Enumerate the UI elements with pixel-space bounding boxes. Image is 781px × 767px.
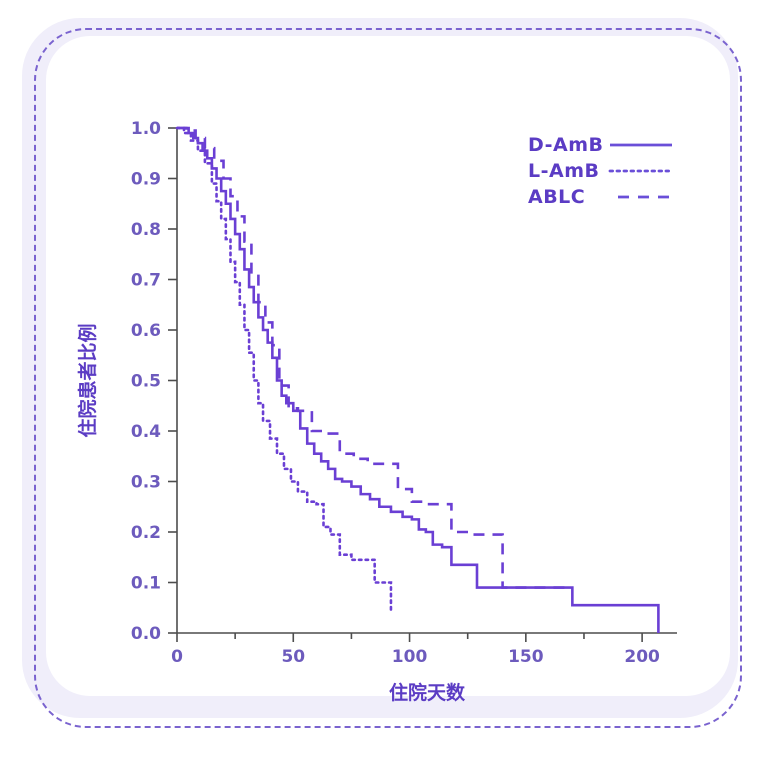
y-axis-title: 住院患者比例 [76, 323, 99, 437]
axes-group [176, 128, 677, 634]
y-tick-label: 0.8 [131, 220, 161, 240]
series-curve-ablc [177, 126, 573, 589]
legend-label-l-amb: L-AmB [528, 160, 599, 182]
series-curves-group [175, 126, 660, 633]
chart-legend: D-AmB L-AmB ABLC [528, 134, 674, 208]
y-tick-label: 0.0 [131, 624, 161, 644]
y-tick-label: 0.6 [131, 321, 161, 341]
x-tick-label: 150 [508, 647, 544, 667]
y-tick-label: 0.7 [131, 271, 161, 291]
x-tick-label: 100 [392, 647, 428, 667]
series-curve-l-amb [175, 126, 393, 612]
y-axis-ticks: 0.0 0.1 0.2 0.3 0.4 0.5 0.6 0.7 0.8 0.9 1.0 [131, 119, 177, 644]
x-axis-ticks: 0 50 100 150 200 [171, 633, 660, 667]
y-tick-label: 1.0 [131, 119, 161, 139]
x-tick-label: 0 [171, 647, 183, 667]
y-tick-label: 0.9 [131, 170, 161, 190]
x-tick-label: 200 [624, 647, 660, 667]
legend-label-d-amb: D-AmB [528, 134, 604, 156]
series-curve-d-amb [177, 126, 660, 633]
y-tick-label: 0.2 [131, 523, 161, 543]
legend-label-ablc: ABLC [528, 186, 585, 208]
x-axis-title: 住院天数 [389, 681, 466, 704]
y-tick-label: 0.4 [131, 422, 161, 442]
y-tick-label: 0.1 [131, 574, 161, 594]
dashed-frame-border [34, 28, 742, 728]
y-tick-label: 0.5 [131, 372, 161, 392]
y-tick-label: 0.3 [131, 473, 161, 493]
x-tick-label: 50 [281, 647, 305, 667]
